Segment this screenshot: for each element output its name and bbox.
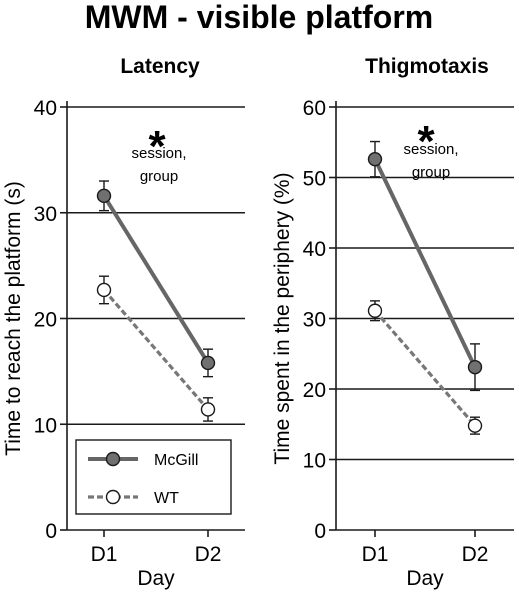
wt-point	[467, 418, 483, 433]
legend-label: McGill	[154, 452, 198, 469]
y-tick-label: 10	[34, 414, 57, 437]
y-tick-label: 30	[303, 309, 326, 332]
y-tick-label: 30	[34, 203, 57, 226]
significance-star: *	[148, 122, 166, 171]
significance-star: *	[417, 117, 435, 166]
wt-point	[200, 402, 216, 417]
y-tick-label: 0	[314, 520, 326, 543]
x-tick-label: D2	[195, 543, 222, 566]
y-axis-label: Time spent in the periphery (%)	[271, 172, 294, 464]
y-tick-label: 20	[303, 379, 326, 402]
annotation-line: session,	[131, 145, 186, 162]
x-tick-label: D1	[362, 543, 389, 566]
latency-title: Latency	[120, 55, 200, 78]
y-tick-label: 10	[303, 450, 326, 473]
y-tick-label: 40	[34, 97, 57, 120]
annotation-line: session,	[403, 141, 458, 158]
y-tick-label: 40	[303, 238, 326, 261]
wt-line	[102, 288, 210, 411]
mcgill-point	[200, 355, 216, 371]
y-tick-label: 50	[303, 168, 326, 191]
wt-point	[367, 303, 383, 318]
wt-line	[373, 309, 477, 427]
latency-panel: Latency 0 10 20 30 40 D1 D2 Day Time to reach the…	[2, 55, 245, 590]
legend-marker	[105, 451, 121, 467]
mcgill-point	[367, 151, 383, 167]
figure-title: MWM - visible platform	[85, 0, 433, 35]
thigmotaxis-panel: Thigmotaxis 0 10 20 30 40 50 60 D1 D2 Day Time spen…	[271, 55, 514, 590]
x-axis-label: Day	[406, 567, 444, 590]
legend-box	[75, 439, 232, 515]
y-axis-label: Time to reach the platform (s)	[2, 181, 25, 456]
thigmotaxis-title: Thigmotaxis	[365, 55, 489, 78]
annotation-line: group	[412, 164, 450, 181]
x-tick-label: D1	[91, 543, 118, 566]
y-tick-label: 60	[303, 97, 326, 120]
mcgill-line	[373, 158, 477, 369]
legend-marker	[105, 489, 121, 505]
mcgill-line	[102, 194, 210, 364]
x-axis-label: Day	[137, 567, 175, 590]
annotation-line: group	[140, 168, 178, 185]
legend-label: WT	[154, 490, 179, 507]
y-tick-label: 0	[45, 520, 57, 543]
y-tick-label: 20	[34, 309, 57, 332]
mcgill-point	[467, 359, 483, 375]
mcgill-point	[96, 188, 112, 204]
wt-point	[96, 282, 112, 298]
x-tick-label: D2	[462, 543, 489, 566]
